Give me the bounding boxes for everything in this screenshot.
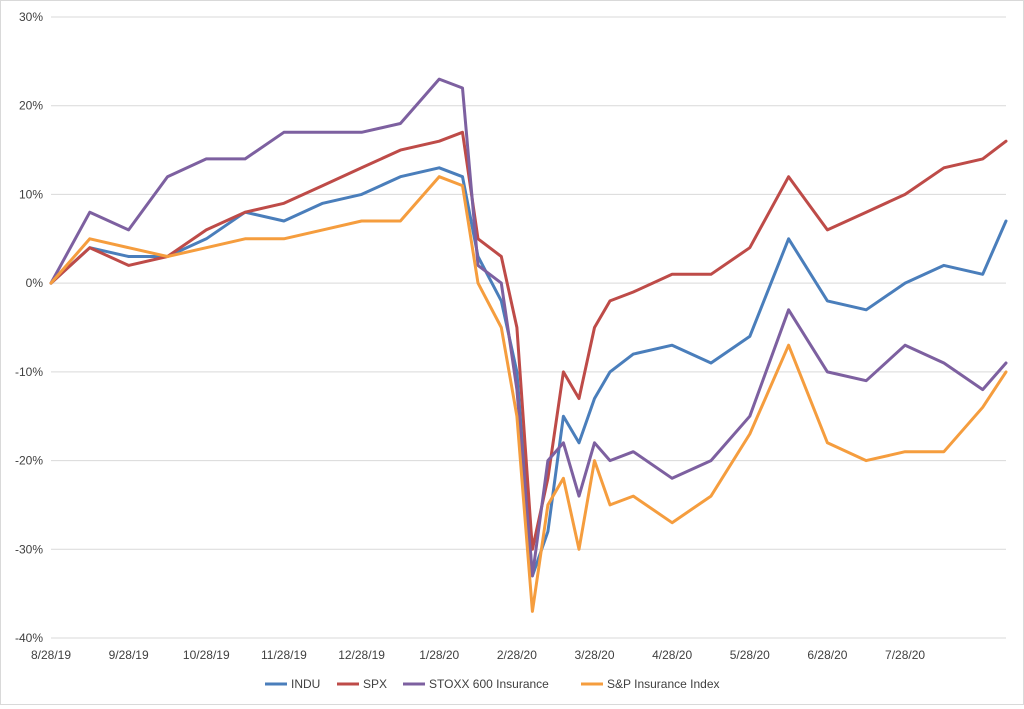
x-tick-label: 4/28/20: [652, 648, 692, 662]
legend-label: S&P Insurance Index: [607, 677, 720, 691]
y-axis-ticks: 30% 20% 10% 0% -10% -20% -30% -40%: [15, 10, 43, 645]
x-tick-label: 1/28/20: [419, 648, 459, 662]
x-tick-label: 7/28/20: [885, 648, 925, 662]
y-tick-label: 10%: [19, 187, 43, 201]
y-tick-label: -20%: [15, 454, 43, 468]
legend-label: SPX: [363, 677, 387, 691]
x-tick-label: 6/28/20: [807, 648, 847, 662]
legend: INDU SPX STOXX 600 Insurance S&P Insurance …: [265, 677, 720, 691]
x-tick-label: 8/28/19: [31, 648, 71, 662]
legend-label: INDU: [291, 677, 320, 691]
y-tick-label: 30%: [19, 10, 43, 24]
x-tick-label: 5/28/20: [730, 648, 770, 662]
x-tick-label: 10/28/19: [183, 648, 230, 662]
x-axis-ticks: 8/28/19 9/28/19 10/28/19 11/28/19 12/28/19 1/…: [31, 648, 925, 662]
x-tick-label: 2/28/20: [497, 648, 537, 662]
x-tick-label: 9/28/19: [109, 648, 149, 662]
x-tick-label: 12/28/19: [338, 648, 385, 662]
series-line-2: [49, 77, 1008, 578]
x-tick-label: 11/28/19: [261, 648, 307, 662]
y-tick-label: 20%: [19, 99, 43, 113]
series-lines: [49, 77, 1008, 613]
legend-label: STOXX 600 Insurance: [429, 677, 549, 691]
series-line-3: [49, 175, 1008, 613]
y-tick-label: -10%: [15, 365, 43, 379]
x-tick-label: 3/28/20: [574, 648, 614, 662]
gridlines: [51, 16, 1006, 639]
y-tick-label: 0%: [26, 276, 44, 290]
y-tick-label: -40%: [15, 631, 43, 645]
y-tick-label: -30%: [15, 542, 43, 556]
